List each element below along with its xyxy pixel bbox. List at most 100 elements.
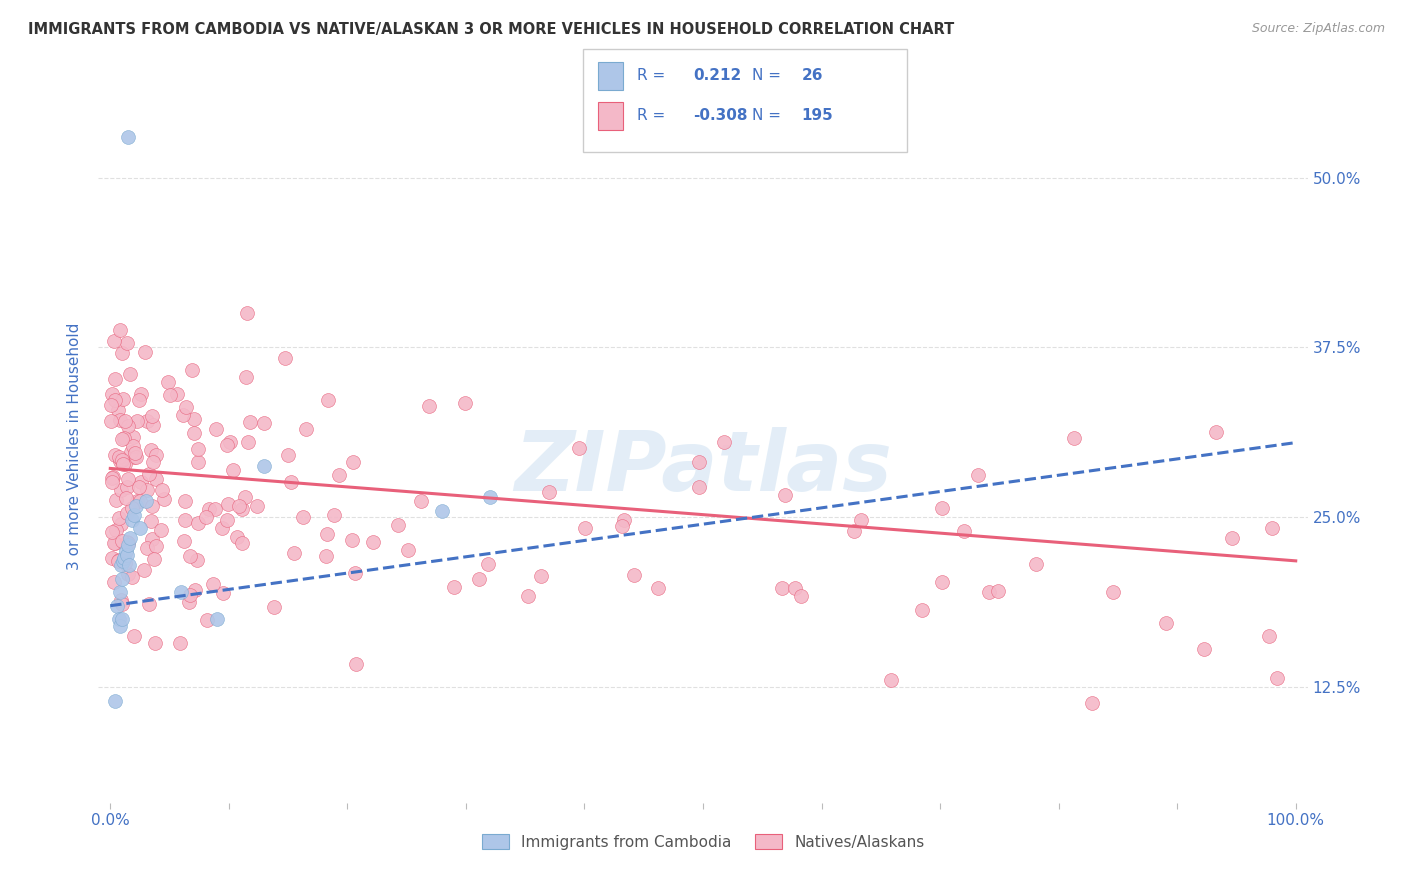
Text: 0.212: 0.212 bbox=[693, 69, 741, 83]
Point bbox=[713, 434, 735, 449]
Point bbox=[952, 524, 974, 538]
Point bbox=[110, 483, 132, 497]
Point bbox=[233, 491, 256, 505]
Point bbox=[108, 413, 131, 427]
Point bbox=[104, 694, 127, 708]
Point bbox=[195, 510, 218, 524]
Text: ZIPatlas: ZIPatlas bbox=[515, 427, 891, 508]
Point bbox=[135, 494, 157, 508]
Point bbox=[150, 483, 173, 498]
Point bbox=[328, 467, 350, 482]
Point bbox=[108, 553, 131, 567]
Point bbox=[1081, 696, 1104, 710]
Point bbox=[138, 597, 160, 611]
Point bbox=[101, 525, 124, 540]
Point bbox=[169, 636, 191, 650]
Text: N =: N = bbox=[752, 69, 786, 83]
Point bbox=[104, 372, 127, 386]
Point bbox=[198, 502, 221, 516]
Point bbox=[174, 494, 197, 508]
Point bbox=[108, 323, 131, 337]
Point bbox=[342, 455, 364, 469]
Point bbox=[246, 499, 269, 513]
Point bbox=[101, 475, 124, 490]
Point bbox=[252, 417, 274, 431]
Point bbox=[120, 445, 142, 459]
Point bbox=[111, 346, 134, 360]
Point bbox=[101, 471, 124, 485]
Point bbox=[183, 412, 205, 426]
Point bbox=[145, 448, 167, 462]
Point bbox=[1192, 641, 1215, 656]
Point bbox=[181, 363, 204, 377]
Point bbox=[120, 531, 142, 545]
Point bbox=[443, 580, 465, 594]
Point bbox=[977, 585, 1000, 599]
Point bbox=[225, 530, 247, 544]
Point bbox=[432, 503, 454, 517]
Point bbox=[103, 334, 125, 348]
Text: 195: 195 bbox=[801, 109, 834, 123]
Point bbox=[134, 563, 156, 577]
Point bbox=[396, 543, 419, 558]
Point bbox=[610, 519, 633, 533]
Point bbox=[111, 572, 134, 586]
Legend: Immigrants from Cambodia, Natives/Alaskans: Immigrants from Cambodia, Natives/Alaska… bbox=[475, 828, 931, 855]
Point bbox=[142, 551, 165, 566]
Point bbox=[117, 129, 139, 144]
Point bbox=[103, 536, 125, 550]
Point bbox=[235, 369, 257, 384]
Point bbox=[478, 490, 501, 504]
Text: R =: R = bbox=[637, 69, 671, 83]
Point bbox=[115, 506, 138, 520]
Point bbox=[114, 551, 136, 566]
Point bbox=[568, 441, 591, 455]
Point bbox=[187, 455, 209, 469]
Text: Source: ZipAtlas.com: Source: ZipAtlas.com bbox=[1251, 22, 1385, 36]
Point bbox=[222, 463, 245, 477]
Point bbox=[103, 392, 125, 407]
Point bbox=[122, 450, 145, 464]
Point bbox=[117, 472, 139, 486]
Point bbox=[283, 546, 305, 560]
Point bbox=[177, 595, 200, 609]
Point bbox=[115, 491, 138, 505]
Point bbox=[107, 612, 129, 626]
Point bbox=[145, 472, 167, 486]
Point bbox=[141, 409, 163, 423]
Point bbox=[101, 470, 124, 484]
Point bbox=[110, 558, 132, 572]
Point bbox=[134, 345, 156, 359]
Point bbox=[204, 501, 226, 516]
Point bbox=[418, 400, 440, 414]
Point bbox=[236, 305, 259, 319]
Point bbox=[773, 488, 796, 502]
Point bbox=[129, 494, 152, 508]
Point bbox=[363, 535, 385, 549]
Point bbox=[987, 584, 1010, 599]
Point bbox=[770, 581, 793, 595]
Point bbox=[159, 388, 181, 402]
Point bbox=[322, 508, 344, 523]
Point bbox=[688, 455, 710, 469]
Point bbox=[104, 448, 127, 462]
Point bbox=[315, 549, 337, 563]
Point bbox=[292, 509, 315, 524]
Point bbox=[114, 457, 136, 471]
Point bbox=[117, 537, 139, 551]
Point bbox=[231, 502, 253, 516]
Point bbox=[647, 581, 669, 595]
Point bbox=[179, 549, 201, 563]
Point bbox=[108, 585, 131, 599]
Point bbox=[111, 534, 134, 549]
Point bbox=[141, 532, 163, 546]
Point bbox=[104, 535, 127, 549]
Point bbox=[110, 592, 132, 607]
Point bbox=[387, 517, 409, 532]
Point bbox=[574, 520, 596, 534]
Point bbox=[112, 392, 135, 406]
Point bbox=[201, 577, 224, 591]
Point bbox=[100, 398, 122, 412]
Point bbox=[253, 458, 276, 473]
Point bbox=[316, 527, 339, 541]
